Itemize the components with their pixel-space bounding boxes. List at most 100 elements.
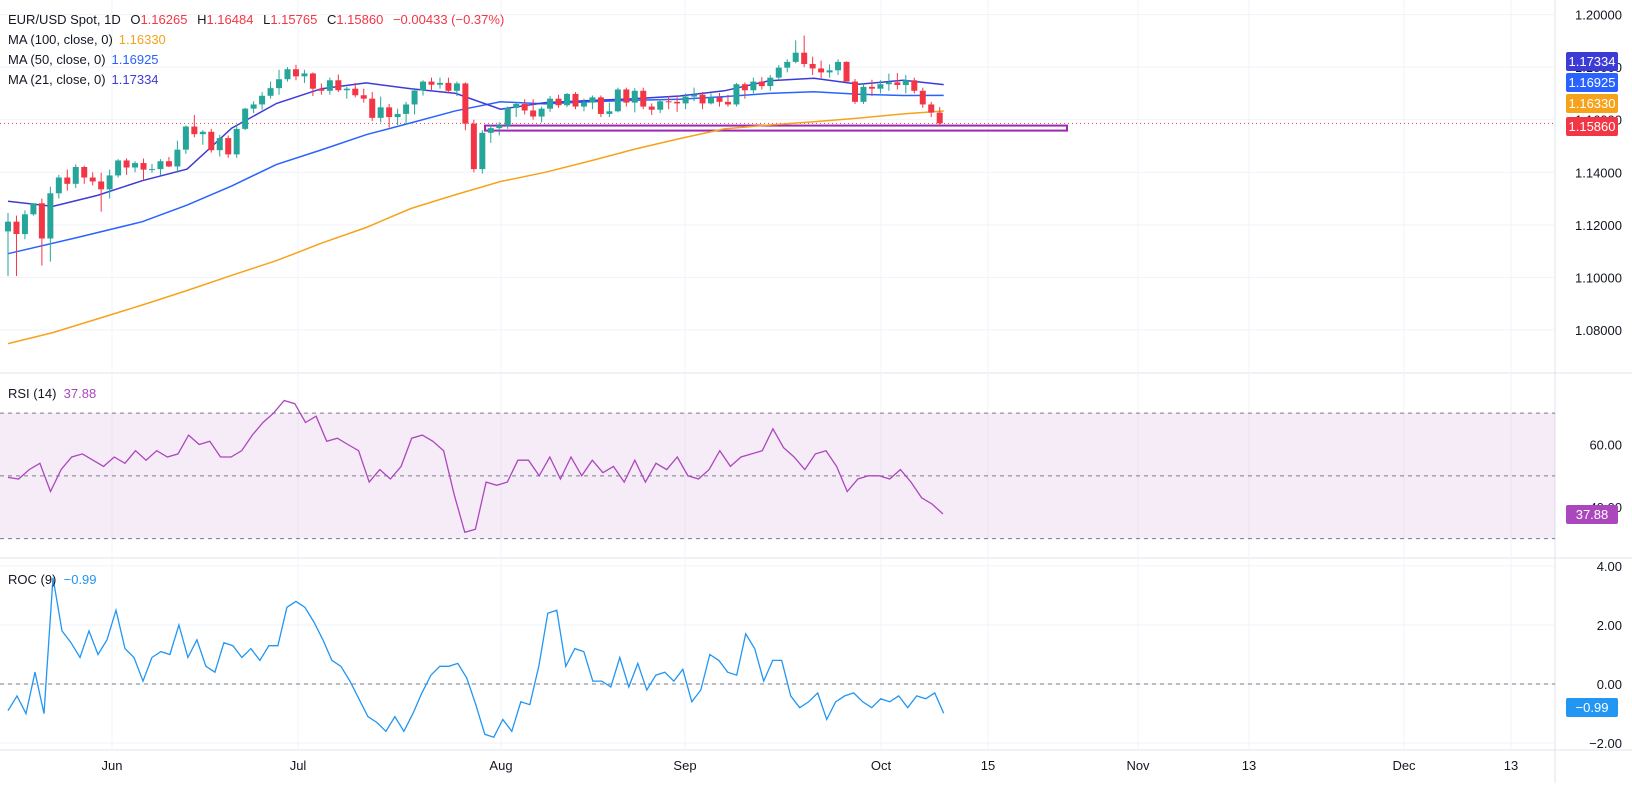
candle-body bbox=[623, 89, 630, 103]
candle-body bbox=[123, 160, 130, 168]
x-tick-label: Dec bbox=[1392, 758, 1416, 773]
candle-body bbox=[894, 82, 901, 86]
candle-body bbox=[182, 126, 189, 150]
candle-body bbox=[902, 80, 909, 86]
candle-body bbox=[292, 69, 299, 77]
x-tick-label: Jul bbox=[290, 758, 307, 773]
candle-body bbox=[631, 90, 638, 103]
candle-body bbox=[775, 67, 782, 78]
candle-body bbox=[106, 175, 113, 190]
candle-body bbox=[818, 68, 825, 73]
candle-body bbox=[436, 82, 443, 85]
roc-tick-label: 2.00 bbox=[1597, 618, 1622, 633]
candle-body bbox=[860, 86, 867, 102]
roc-line bbox=[7, 577, 945, 738]
candle-body bbox=[877, 84, 884, 89]
ma-line-1 bbox=[7, 91, 944, 255]
candle-body bbox=[496, 125, 503, 129]
ma100-legend[interactable]: MA (100, close, 0) 1.16330 bbox=[8, 32, 166, 47]
candle-body bbox=[140, 163, 147, 170]
candle-body bbox=[233, 128, 240, 155]
ma-line-0 bbox=[7, 110, 944, 345]
candle-body bbox=[72, 167, 79, 184]
candle-body bbox=[386, 107, 393, 118]
x-tick-label: Jun bbox=[102, 758, 123, 773]
ohlc-close: C1.15860 bbox=[326, 12, 384, 27]
candle-body bbox=[784, 61, 791, 68]
candle-body bbox=[885, 82, 892, 85]
candle-body bbox=[724, 101, 731, 105]
symbol-label[interactable]: EUR/USD Spot, 1D bbox=[8, 12, 121, 27]
candle-body bbox=[55, 177, 62, 194]
candle-body bbox=[174, 149, 181, 167]
candle-body bbox=[259, 95, 266, 105]
x-tick-label: Aug bbox=[489, 758, 512, 773]
candle-body bbox=[674, 101, 681, 104]
candle-body bbox=[326, 80, 333, 91]
candle-body bbox=[64, 177, 71, 184]
candle-body bbox=[640, 90, 647, 107]
candle-body bbox=[597, 97, 604, 114]
candle-body bbox=[504, 107, 511, 126]
candle-body bbox=[369, 98, 376, 118]
candle-body bbox=[699, 94, 706, 104]
candle-body bbox=[377, 107, 384, 118]
candle-body bbox=[132, 163, 139, 168]
candle-body bbox=[809, 63, 816, 69]
candle-body bbox=[462, 83, 469, 124]
candle-body bbox=[530, 110, 537, 117]
candle-body bbox=[555, 98, 562, 106]
ma21-price-label: 1.17334 bbox=[1566, 52, 1618, 71]
candle-body bbox=[564, 93, 571, 106]
rsi-tick-label: 60.00 bbox=[1589, 437, 1622, 452]
ma-line-2 bbox=[7, 77, 944, 208]
candle-body bbox=[589, 97, 596, 103]
y-tick-label: 1.14000 bbox=[1575, 165, 1622, 180]
candle-body bbox=[216, 138, 223, 151]
y-tick-label: 1.08000 bbox=[1575, 323, 1622, 338]
candle-body bbox=[665, 101, 672, 103]
candle-body bbox=[250, 104, 257, 109]
candle-body bbox=[928, 104, 935, 113]
y-tick-label: 1.12000 bbox=[1575, 218, 1622, 233]
candle-body bbox=[606, 111, 613, 114]
candle-body bbox=[208, 131, 215, 151]
ohlc-high: H1.16484 bbox=[197, 12, 254, 27]
roc-tick-label: 4.00 bbox=[1597, 559, 1622, 574]
candle-body bbox=[445, 82, 452, 91]
candle-body bbox=[284, 69, 291, 80]
roc-legend[interactable]: ROC (9) −0.99 bbox=[8, 572, 97, 587]
candle-body bbox=[691, 94, 698, 97]
candle-body bbox=[38, 203, 45, 239]
candle-body bbox=[267, 88, 274, 96]
ma50-legend[interactable]: MA (50, close, 0) 1.16925 bbox=[8, 52, 159, 67]
support-zone bbox=[484, 124, 1068, 132]
candle-body bbox=[318, 88, 325, 91]
rsi-legend[interactable]: RSI (14) 37.88 bbox=[8, 386, 97, 401]
candle-body bbox=[826, 70, 833, 73]
candle-body bbox=[521, 103, 528, 111]
candle-body bbox=[47, 193, 54, 239]
candle-body bbox=[741, 84, 748, 91]
candle-body bbox=[394, 113, 401, 118]
candle-body bbox=[911, 80, 918, 91]
roc-value-label: −0.99 bbox=[1566, 698, 1618, 717]
candle-body bbox=[242, 108, 249, 129]
y-tick-label: 1.10000 bbox=[1575, 270, 1622, 285]
candle-body bbox=[470, 123, 477, 170]
candle-body bbox=[868, 86, 875, 89]
rsi-line bbox=[7, 399, 944, 534]
x-tick-label: Nov bbox=[1126, 758, 1150, 773]
candle-body bbox=[352, 88, 359, 96]
candle-body bbox=[343, 88, 350, 91]
candle-body bbox=[148, 169, 155, 171]
candle-body bbox=[453, 83, 460, 91]
ohlc-low: L1.15765 bbox=[263, 12, 318, 27]
candle-body bbox=[98, 181, 105, 190]
candle-body bbox=[513, 103, 520, 108]
ma21-legend[interactable]: MA (21, close, 0) 1.17334 bbox=[8, 72, 159, 87]
candle-body bbox=[165, 161, 172, 167]
x-tick-label: Sep bbox=[673, 758, 696, 773]
